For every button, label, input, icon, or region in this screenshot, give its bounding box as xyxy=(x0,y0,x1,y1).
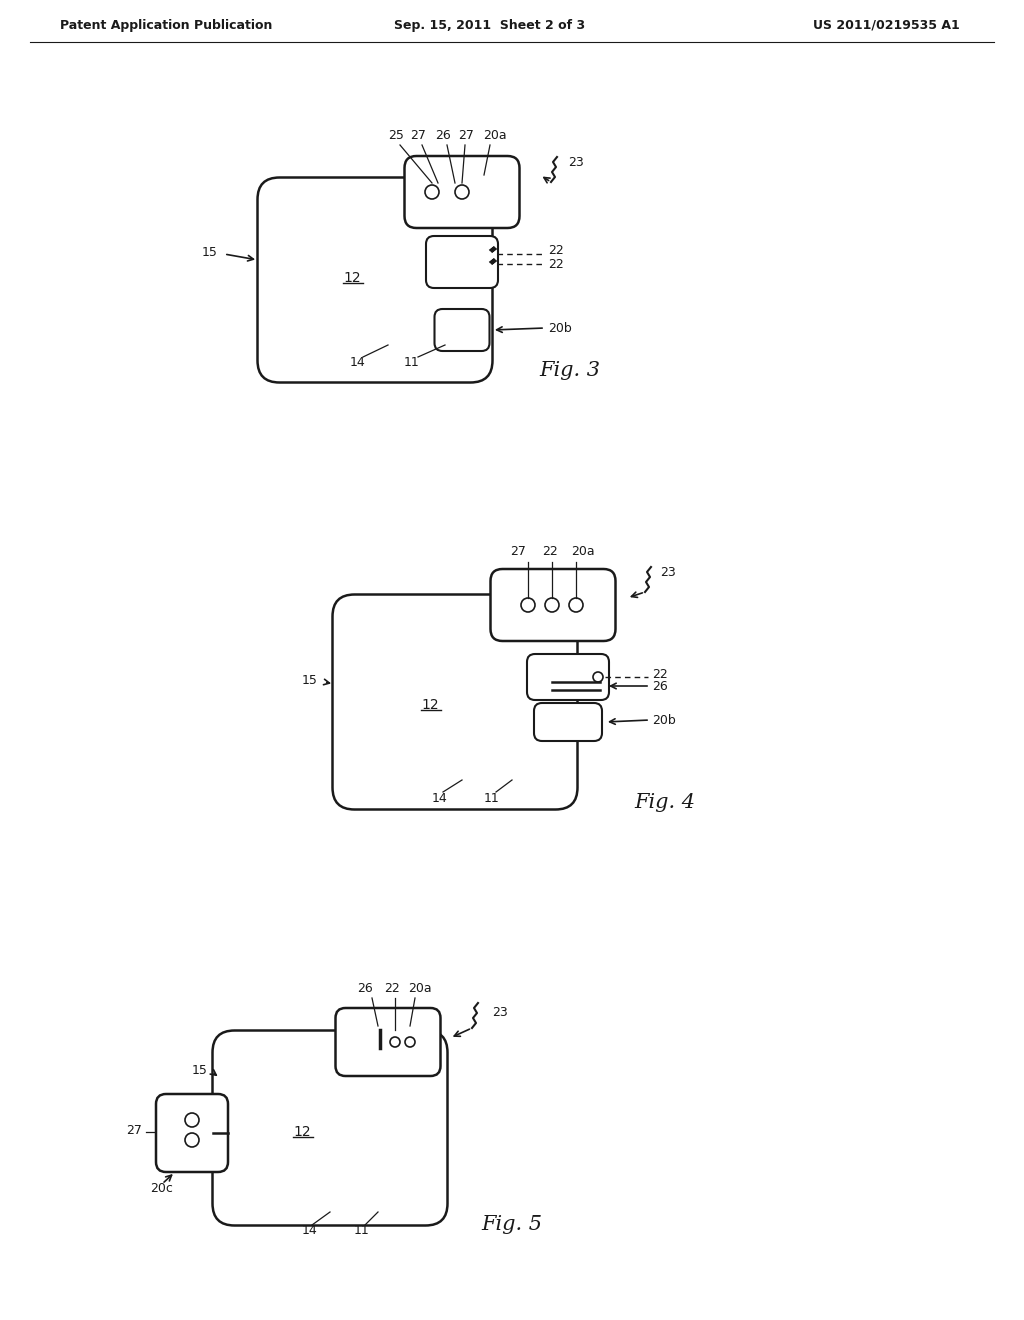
Text: 26: 26 xyxy=(357,982,373,995)
Text: 20b: 20b xyxy=(548,322,571,334)
Text: 22: 22 xyxy=(548,243,564,256)
Text: 15: 15 xyxy=(193,1064,208,1077)
Text: 12: 12 xyxy=(421,698,439,711)
Text: Patent Application Publication: Patent Application Publication xyxy=(60,18,272,32)
Text: 12: 12 xyxy=(293,1125,311,1139)
Text: 20b: 20b xyxy=(652,714,676,726)
Text: Fig. 5: Fig. 5 xyxy=(481,1216,543,1234)
FancyBboxPatch shape xyxy=(333,594,578,809)
FancyBboxPatch shape xyxy=(527,653,609,700)
Text: 11: 11 xyxy=(354,1224,370,1237)
Text: 27: 27 xyxy=(126,1123,142,1137)
Text: US 2011/0219535 A1: US 2011/0219535 A1 xyxy=(813,18,961,32)
FancyBboxPatch shape xyxy=(336,1008,440,1076)
Text: 27: 27 xyxy=(510,545,526,558)
Text: 25: 25 xyxy=(388,129,403,143)
Text: 15: 15 xyxy=(302,673,318,686)
Text: 14: 14 xyxy=(350,355,366,368)
Text: 20a: 20a xyxy=(483,129,507,143)
Text: 22: 22 xyxy=(652,668,668,681)
Text: 22: 22 xyxy=(384,982,400,995)
FancyBboxPatch shape xyxy=(213,1031,447,1225)
Text: 23: 23 xyxy=(660,565,676,578)
FancyBboxPatch shape xyxy=(490,569,615,642)
Text: Sep. 15, 2011  Sheet 2 of 3: Sep. 15, 2011 Sheet 2 of 3 xyxy=(394,18,586,32)
Text: 23: 23 xyxy=(492,1006,508,1019)
Text: Fig. 3: Fig. 3 xyxy=(540,360,600,380)
Text: 14: 14 xyxy=(302,1224,317,1237)
Text: 20a: 20a xyxy=(571,545,595,558)
FancyBboxPatch shape xyxy=(434,309,489,351)
Text: 27: 27 xyxy=(458,129,474,143)
FancyBboxPatch shape xyxy=(426,236,498,288)
FancyBboxPatch shape xyxy=(257,177,493,383)
Text: 23: 23 xyxy=(568,156,584,169)
Text: 12: 12 xyxy=(343,271,360,285)
FancyBboxPatch shape xyxy=(404,156,519,228)
Text: 22: 22 xyxy=(548,257,564,271)
FancyBboxPatch shape xyxy=(156,1094,228,1172)
Text: 20c: 20c xyxy=(151,1181,173,1195)
Text: 22: 22 xyxy=(542,545,558,558)
Text: 11: 11 xyxy=(484,792,500,804)
Text: 26: 26 xyxy=(652,681,668,693)
Text: Fig. 4: Fig. 4 xyxy=(635,792,695,812)
Text: 20a: 20a xyxy=(409,982,432,995)
Text: 27: 27 xyxy=(410,129,426,143)
Text: 14: 14 xyxy=(432,792,447,804)
Text: 11: 11 xyxy=(404,355,420,368)
Text: 15: 15 xyxy=(202,246,218,259)
Text: 26: 26 xyxy=(435,129,451,143)
FancyBboxPatch shape xyxy=(534,704,602,741)
